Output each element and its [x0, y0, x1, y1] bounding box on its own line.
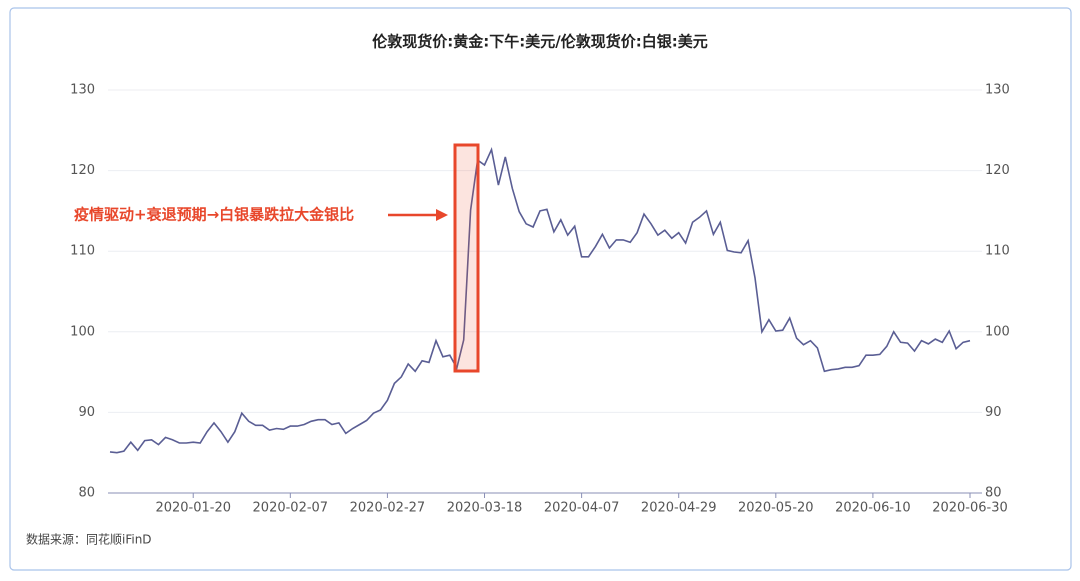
- y-tick-label: 100: [70, 324, 95, 339]
- chart-title: 伦敦现货价:黄金:下午:美元/伦敦现货价:白银:美元: [372, 33, 707, 51]
- annotation-arrowhead: [436, 209, 448, 221]
- x-tick-label: 2020-03-18: [447, 501, 523, 516]
- x-tick-label: 2020-04-29: [641, 501, 717, 516]
- y2-tick-label: 130: [985, 83, 1010, 98]
- plot-area: 80 90 100 110 120 130 80 90 100 110 120 130 2020-01-…: [70, 83, 1010, 516]
- data-line: [109, 146, 971, 454]
- y2-tick-label: 110: [985, 244, 1010, 259]
- source-note: 数据来源：同花顺iFinD: [26, 532, 152, 547]
- x-tick-label: 2020-04-07: [544, 501, 620, 516]
- x-tick-label: 2020-05-20: [738, 501, 814, 516]
- x-tick-label: 2020-06-30: [932, 501, 1008, 516]
- y-tick-label: 110: [70, 244, 95, 259]
- y-tick-label: 80: [78, 486, 95, 501]
- x-tick-label: 2020-06-10: [835, 501, 911, 516]
- highlight-box: [453, 143, 480, 373]
- y-tick-label: 120: [70, 163, 95, 178]
- y2-tick-label: 90: [985, 405, 1002, 420]
- y2-tick-label: 120: [985, 163, 1010, 178]
- y-tick-label: 130: [70, 83, 95, 98]
- x-tick-label: 2020-02-27: [350, 501, 426, 516]
- y2-tick-label: 100: [985, 324, 1010, 339]
- x-tick-label: 2020-01-20: [155, 501, 231, 516]
- y2-tick-label: 80: [985, 486, 1002, 501]
- x-tick-label: 2020-02-07: [253, 501, 329, 516]
- frame: [9, 7, 1072, 571]
- y-tick-label: 90: [78, 405, 95, 420]
- annotation: 疫情驱动+衰退预期→白银暴跌拉大金银比: [74, 206, 354, 224]
